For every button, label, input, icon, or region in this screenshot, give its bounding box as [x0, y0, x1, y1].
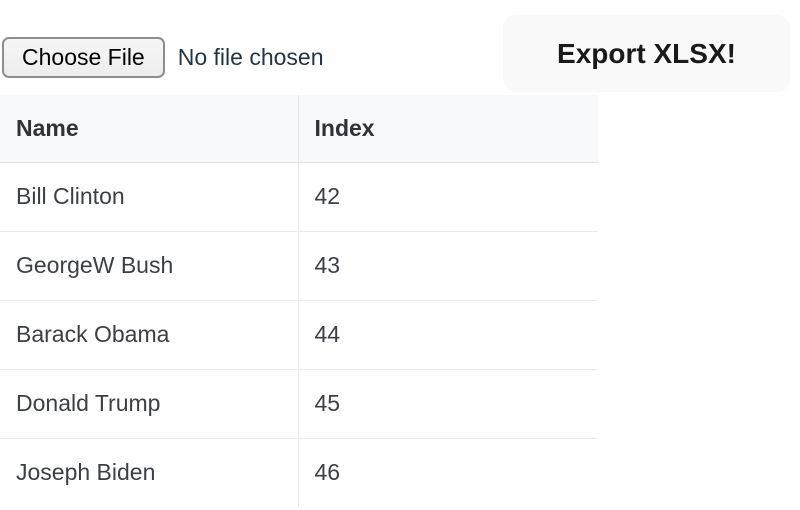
table-row: Barack Obama 44 [0, 300, 598, 370]
table-body: Bill Clinton 42 GeorgeW Bush 43 Barack O… [0, 162, 598, 507]
cell-index: 43 [297, 231, 598, 301]
file-input[interactable]: Choose File No file chosen [2, 37, 323, 78]
cell-index: 44 [297, 300, 598, 370]
table-row: Joseph Biden 46 [0, 438, 598, 507]
table-row: Donald Trump 45 [0, 369, 598, 439]
cell-index: 45 [297, 369, 598, 439]
table-header: Name Index [0, 95, 598, 163]
column-header-name: Name [0, 95, 298, 163]
table-row: GeorgeW Bush 43 [0, 231, 598, 301]
file-input-status-text: No file chosen [177, 44, 324, 70]
cell-name: Bill Clinton [0, 162, 298, 232]
presidents-table: Name Index Bill Clinton 42 GeorgeW Bush … [0, 95, 598, 507]
choose-file-button[interactable]: Choose File [2, 37, 165, 78]
cell-name: Joseph Biden [0, 438, 298, 507]
table-row: Bill Clinton 42 [0, 162, 598, 232]
cell-index: 42 [297, 162, 598, 232]
cell-name: Donald Trump [0, 369, 298, 439]
cell-name: GeorgeW Bush [0, 231, 298, 301]
export-xlsx-button[interactable]: Export XLSX! [503, 15, 790, 92]
column-header-index: Index [297, 95, 598, 163]
cell-name: Barack Obama [0, 300, 298, 370]
table-header-row: Name Index [0, 95, 598, 163]
cell-index: 46 [297, 438, 598, 507]
